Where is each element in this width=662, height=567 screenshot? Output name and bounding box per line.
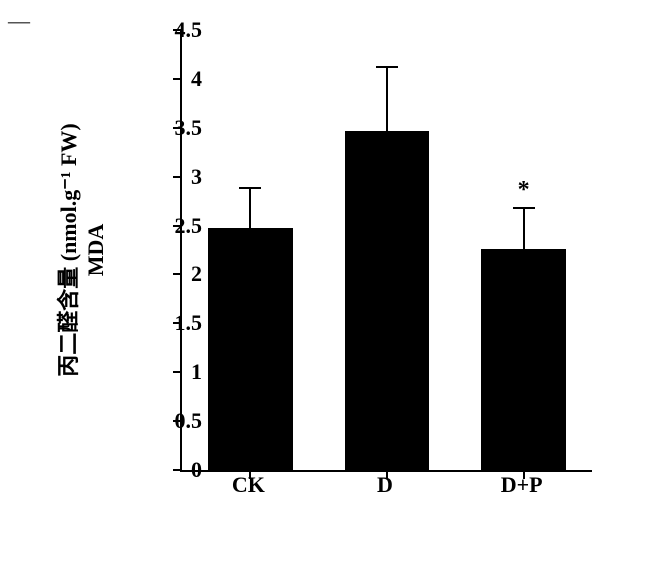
plot-area: * — [180, 30, 592, 472]
error-bar — [249, 188, 251, 227]
y-tick-label: 4.5 — [142, 17, 202, 43]
x-tick-label: CK — [232, 472, 265, 498]
y-tick-label: 1.5 — [142, 310, 202, 336]
y-tick-label: 2.5 — [142, 213, 202, 239]
significance-marker: * — [518, 177, 530, 204]
mda-bar-chart: 丙二醛含量 (nmol.g⁻¹ FW) MDA * 00.511.522.533… — [60, 20, 620, 540]
x-tick-label: D — [377, 472, 393, 498]
y-tick-label: 3 — [142, 164, 202, 190]
bar-d — [345, 131, 430, 470]
stray-mark: — — [8, 8, 30, 34]
y-axis-label-line1: 丙二醛含量 (nmol.g⁻¹ FW) — [56, 123, 81, 376]
y-axis-label-line2: MDA — [83, 30, 109, 470]
y-tick-label: 0 — [142, 457, 202, 483]
y-tick-label: 3.5 — [142, 115, 202, 141]
bar-ck — [208, 228, 293, 470]
y-tick-label: 0.5 — [142, 408, 202, 434]
error-bar — [523, 208, 525, 249]
y-tick-label: 2 — [142, 261, 202, 287]
y-axis-label: 丙二醛含量 (nmol.g⁻¹ FW) MDA — [51, 30, 109, 470]
x-tick-label: D+P — [501, 472, 543, 498]
error-cap — [376, 66, 398, 68]
error-bar — [386, 67, 388, 131]
bar-dplusp — [481, 249, 566, 470]
error-cap — [239, 187, 261, 189]
y-tick-label: 1 — [142, 359, 202, 385]
y-tick-label: 4 — [142, 66, 202, 92]
error-cap — [513, 207, 535, 209]
